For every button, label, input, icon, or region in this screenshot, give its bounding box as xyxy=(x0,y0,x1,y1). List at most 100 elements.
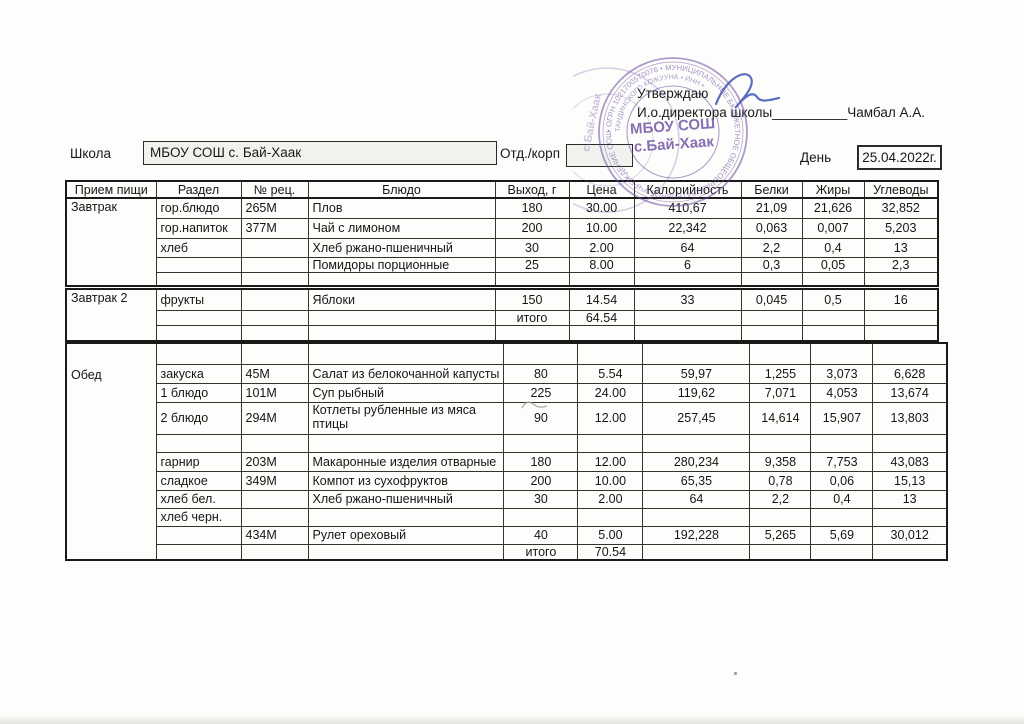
cell: 64.54 xyxy=(568,309,635,326)
cell: 101М xyxy=(240,382,309,403)
cell: 200 xyxy=(503,470,579,491)
cell: 5.54 xyxy=(577,363,644,384)
cell: 33 xyxy=(633,288,742,311)
meal-section-1: Завтрак гор.блюдо 265М Плов 180 30.00 410,67 21… xyxy=(65,197,939,287)
cell: 90 xyxy=(503,401,579,435)
cell xyxy=(494,271,570,287)
cell: 257,45 xyxy=(642,401,751,435)
cell: 3,073 xyxy=(810,363,874,384)
cell: 119,62 xyxy=(642,382,751,403)
cell: 12.00 xyxy=(577,401,644,435)
table-row: Помидоры порционные 25 8.00 6 0,3 0,05 2,3 xyxy=(66,256,939,273)
cell: 5,265 xyxy=(749,525,812,545)
cell xyxy=(863,309,939,326)
cell xyxy=(577,342,644,365)
cell xyxy=(740,324,803,342)
cell xyxy=(155,324,242,342)
column-header: Углеводы xyxy=(863,180,939,199)
cell: 0,063 xyxy=(740,217,803,239)
cell xyxy=(155,525,242,545)
cell xyxy=(307,507,505,527)
day-label: День xyxy=(800,150,832,165)
cell xyxy=(503,507,579,527)
cell: Плов xyxy=(307,197,496,219)
cell xyxy=(810,433,874,453)
day-input: 25.04.2022г. xyxy=(857,145,942,170)
cell xyxy=(240,309,309,326)
cell: 15,13 xyxy=(872,470,948,491)
stamp-center-line2: с.Бай-Хаак xyxy=(633,133,715,156)
cell: 2,2 xyxy=(740,237,803,258)
cell: 6 xyxy=(633,256,742,273)
cell xyxy=(240,433,309,453)
cell: 0,045 xyxy=(740,288,803,311)
cell xyxy=(568,324,635,342)
cell: 1 блюдо xyxy=(155,382,242,403)
cell xyxy=(801,271,865,287)
cell: 13,674 xyxy=(872,382,948,403)
table-row xyxy=(66,324,939,342)
cell xyxy=(494,324,570,342)
table-row: итого 70.54 xyxy=(66,543,948,560)
cell xyxy=(810,507,874,527)
cell: 180 xyxy=(494,197,570,219)
cell: 0,5 xyxy=(801,288,865,311)
cell xyxy=(749,543,812,560)
column-header: Белки xyxy=(740,180,803,199)
cell xyxy=(307,543,505,560)
cell: сладкое xyxy=(155,470,242,491)
cell: 349М xyxy=(240,470,309,491)
cell xyxy=(155,342,242,365)
column-header: Цена xyxy=(568,180,635,199)
cell: Рулет ореховый xyxy=(307,525,505,545)
stamp-ring-inner-text: ТАНДИНСКОГО КОЖУУНА • ИНН • xyxy=(615,74,706,132)
cell: 30,012 xyxy=(872,525,948,545)
meal-section-2: Завтрак 2 фрукты Яблоки 150 14.54 33 0,045 0,5 1… xyxy=(65,288,939,342)
cell: 32,852 xyxy=(863,197,939,219)
cell xyxy=(633,309,742,326)
cell xyxy=(633,271,742,287)
cell: Котлеты рубленные из мяса птицы xyxy=(307,401,505,435)
header-row: Прием пищи Раздел № рец. Блюдо Выход, г Цена К… xyxy=(65,180,939,199)
menu-table-header: Прием пищи Раздел № рец. Блюдо Выход, г Цена К… xyxy=(65,180,939,199)
table-row: гор.напиток 377М Чай с лимоном 200 10.00 22,3… xyxy=(66,217,939,239)
cell: 0,3 xyxy=(740,256,803,273)
cell: Яблоки xyxy=(307,288,496,311)
cell xyxy=(740,309,803,326)
cell xyxy=(633,324,742,342)
cell: 0,06 xyxy=(810,470,874,491)
cell: хлеб бел. xyxy=(155,489,242,509)
cell xyxy=(240,507,309,527)
cell xyxy=(240,271,309,287)
cell: Суп рыбный xyxy=(307,382,505,403)
column-header: Блюдо xyxy=(307,180,496,199)
cell: 180 xyxy=(503,451,579,472)
cell: 30 xyxy=(494,237,570,258)
cell: 25 xyxy=(494,256,570,273)
cell xyxy=(503,433,579,453)
cell xyxy=(240,489,309,509)
cell: Хлеб ржано-пшеничный xyxy=(307,489,505,509)
cell: 5,69 xyxy=(810,525,874,545)
cell: 45М xyxy=(240,363,309,384)
cell xyxy=(801,324,865,342)
cell: гор.блюдо xyxy=(155,197,242,219)
cell: 5,203 xyxy=(863,217,939,239)
table-row xyxy=(66,433,948,453)
signature-line: __________ xyxy=(772,105,848,120)
column-header: Прием пищи xyxy=(65,180,157,199)
approval-line: И.о.директора школы__________Чамбал А.А. xyxy=(637,105,925,120)
cell: 200 xyxy=(494,217,570,239)
table-row xyxy=(66,271,939,287)
cell: 0,4 xyxy=(801,237,865,258)
cell xyxy=(749,342,812,365)
cell: 265М xyxy=(240,197,309,219)
cell: 2,2 xyxy=(749,489,812,509)
cell: Макаронные изделия отварные xyxy=(307,451,505,472)
cell: 59,97 xyxy=(642,363,751,384)
cell: 2,3 xyxy=(863,256,939,273)
cell: Компот из сухофруктов xyxy=(307,470,505,491)
cell xyxy=(240,256,309,273)
table-row: Обед xyxy=(65,342,948,560)
cell: 16 xyxy=(863,288,939,311)
